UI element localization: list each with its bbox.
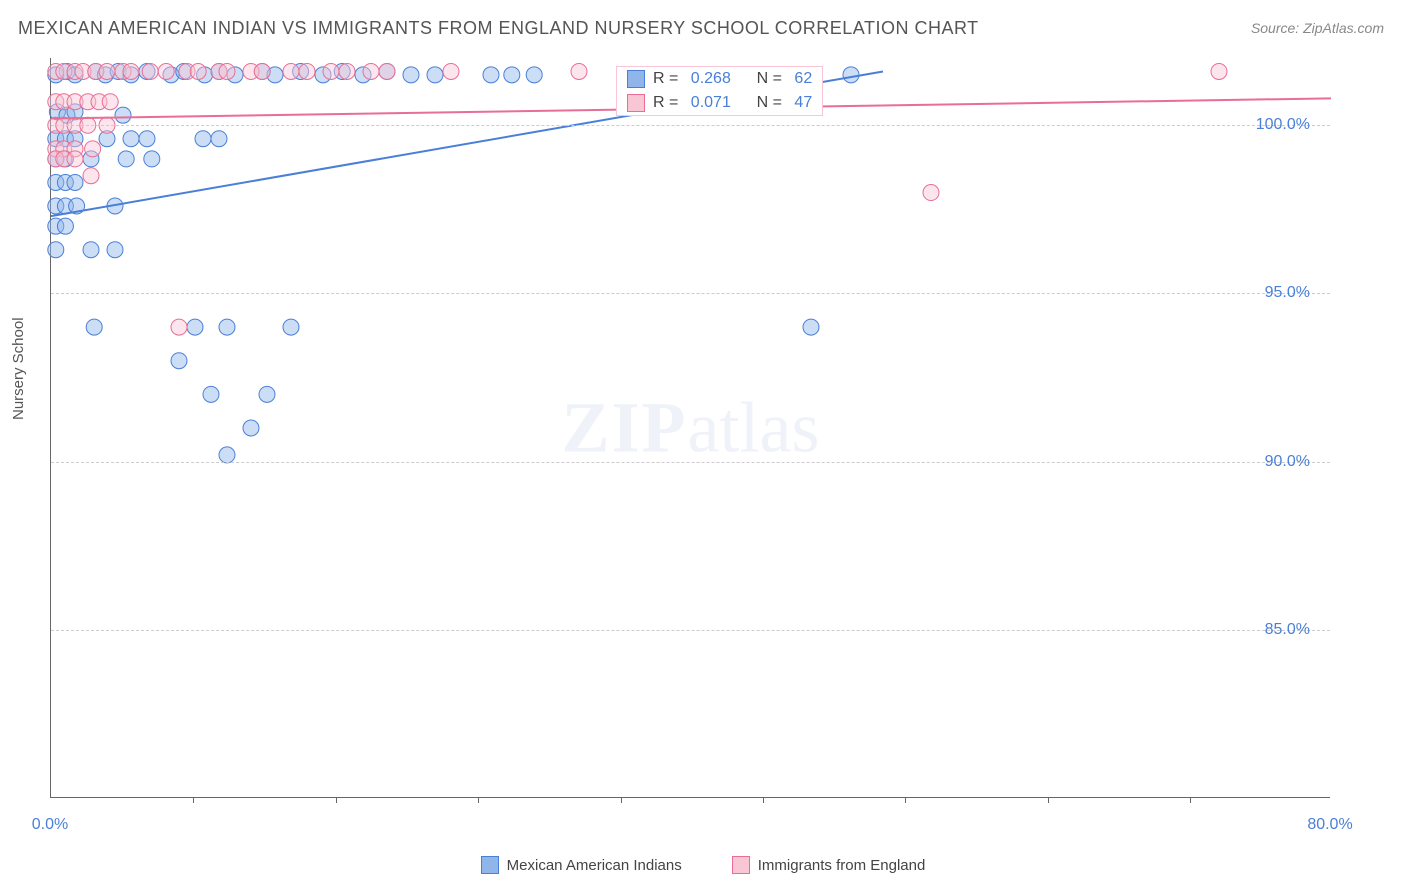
- legend-swatch: [627, 94, 645, 112]
- x-tick-label: 0.0%: [32, 816, 68, 834]
- data-point: [203, 386, 219, 402]
- gridline: [51, 462, 1330, 463]
- data-point: [283, 319, 299, 335]
- data-point: [283, 63, 299, 79]
- data-point: [83, 168, 99, 184]
- data-point: [323, 63, 339, 79]
- data-point: [1211, 63, 1227, 79]
- data-point: [67, 151, 83, 167]
- data-point: [123, 63, 139, 79]
- data-point: [85, 141, 101, 157]
- data-point: [843, 67, 859, 83]
- data-point: [427, 67, 443, 83]
- data-point: [243, 420, 259, 436]
- data-point: [219, 447, 235, 463]
- gridline: [51, 630, 1330, 631]
- legend-swatch: [481, 856, 499, 874]
- data-point: [171, 353, 187, 369]
- data-point: [299, 63, 315, 79]
- legend-item: Immigrants from England: [732, 856, 926, 874]
- x-tick-label: 80.0%: [1307, 816, 1352, 834]
- y-tick-label: 85.0%: [1265, 621, 1310, 639]
- data-point: [142, 63, 158, 79]
- data-point: [219, 319, 235, 335]
- data-point: [123, 131, 139, 147]
- data-point: [403, 67, 419, 83]
- x-tick: [763, 797, 764, 803]
- data-point: [803, 319, 819, 335]
- x-tick: [478, 797, 479, 803]
- plot-area: ZIPatlas R = 0.268 N = 62R = 0.071 N = 4…: [50, 58, 1330, 798]
- data-point: [102, 94, 118, 110]
- data-point: [504, 67, 520, 83]
- data-point: [259, 386, 275, 402]
- chart-svg: [51, 58, 1330, 797]
- data-point: [67, 174, 83, 190]
- data-point: [379, 63, 395, 79]
- chart-title: MEXICAN AMERICAN INDIAN VS IMMIGRANTS FR…: [18, 18, 979, 39]
- data-point: [115, 107, 131, 123]
- x-tick: [193, 797, 194, 803]
- data-point: [83, 242, 99, 258]
- y-tick-label: 95.0%: [1265, 284, 1310, 302]
- data-point: [107, 242, 123, 258]
- data-point: [254, 63, 270, 79]
- data-point: [171, 319, 187, 335]
- data-point: [571, 63, 587, 79]
- stats-box: R = 0.268 N = 62R = 0.071 N = 47: [616, 66, 823, 116]
- source-attribution: Source: ZipAtlas.com: [1251, 20, 1384, 36]
- data-point: [339, 63, 355, 79]
- legend-label: Mexican American Indians: [507, 857, 682, 874]
- data-point: [923, 185, 939, 201]
- legend-bottom: Mexican American Indians Immigrants from …: [0, 856, 1406, 874]
- x-tick: [621, 797, 622, 803]
- y-tick-label: 90.0%: [1265, 453, 1310, 471]
- data-point: [195, 131, 211, 147]
- data-point: [483, 67, 499, 83]
- data-point: [139, 131, 155, 147]
- data-point: [158, 63, 174, 79]
- legend-swatch: [627, 70, 645, 88]
- stats-row: R = 0.071 N = 47: [617, 91, 822, 115]
- gridline: [51, 293, 1330, 294]
- data-point: [187, 319, 203, 335]
- legend-item: Mexican American Indians: [481, 856, 682, 874]
- legend-label: Immigrants from England: [758, 857, 926, 874]
- y-axis-label: Nursery School: [10, 317, 27, 420]
- y-tick-label: 100.0%: [1256, 116, 1310, 134]
- data-point: [99, 63, 115, 79]
- data-point: [118, 151, 134, 167]
- data-point: [443, 63, 459, 79]
- data-point: [190, 63, 206, 79]
- legend-swatch: [732, 856, 750, 874]
- stats-row: R = 0.268 N = 62: [617, 67, 822, 91]
- x-tick: [336, 797, 337, 803]
- data-point: [526, 67, 542, 83]
- gridline: [51, 125, 1330, 126]
- x-tick: [905, 797, 906, 803]
- data-point: [144, 151, 160, 167]
- data-point: [219, 63, 235, 79]
- data-point: [363, 63, 379, 79]
- data-point: [57, 218, 73, 234]
- data-point: [48, 242, 64, 258]
- data-point: [86, 319, 102, 335]
- data-point: [211, 131, 227, 147]
- x-tick: [1190, 797, 1191, 803]
- x-tick: [1048, 797, 1049, 803]
